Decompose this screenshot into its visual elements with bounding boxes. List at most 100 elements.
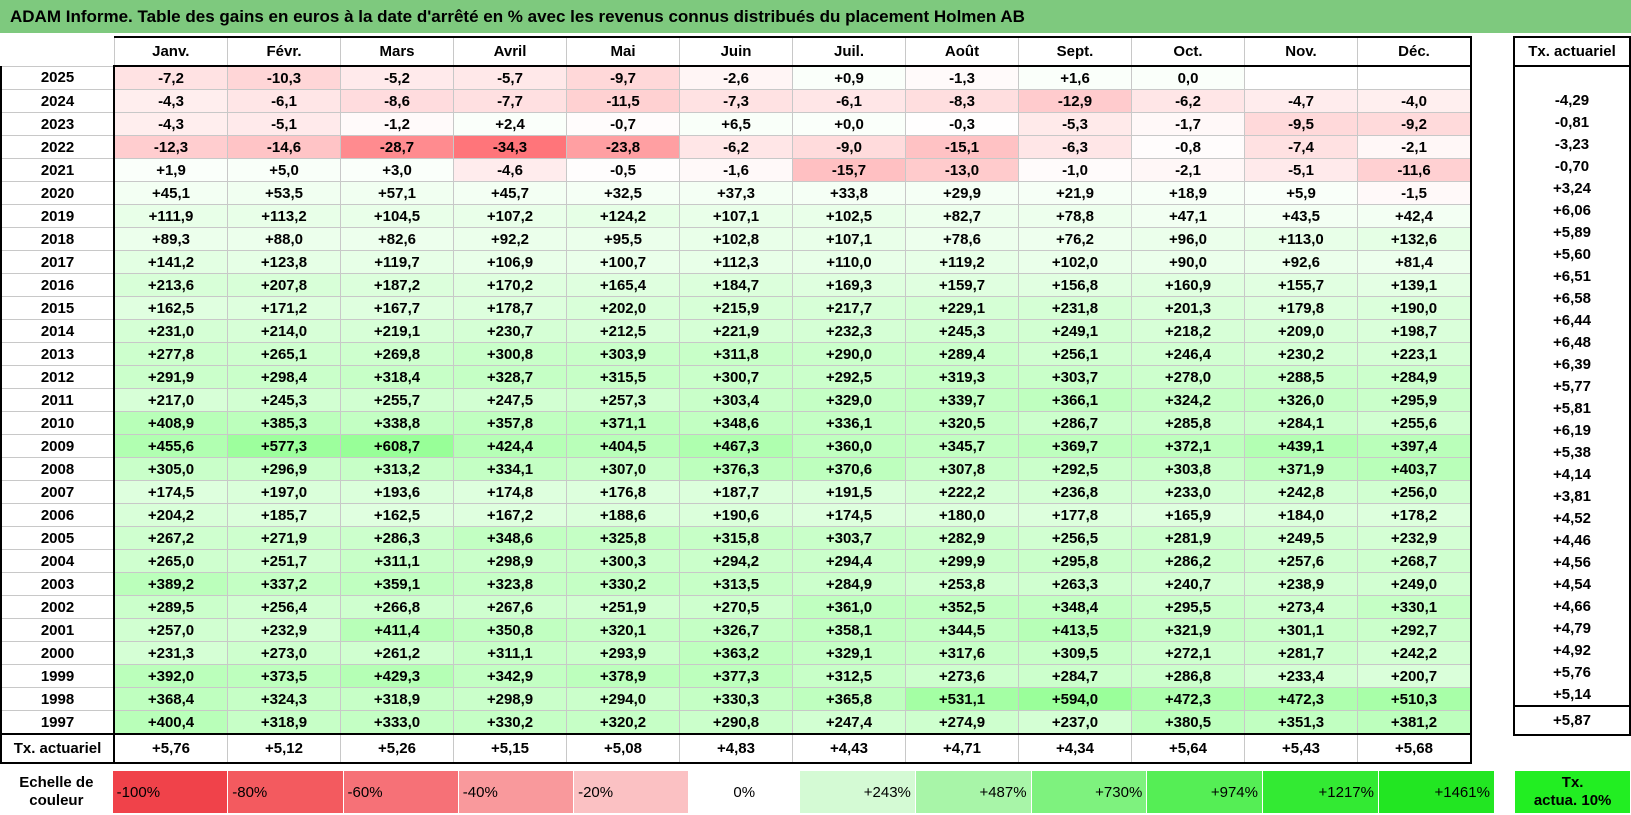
year-cell: 2008 [0, 457, 115, 481]
rate-cell: +6,48 [1513, 331, 1631, 353]
value-cell: +102,8 [679, 227, 793, 251]
actuarial-swatch-line: Tx. [1561, 774, 1584, 791]
value-cell: -8,6 [340, 89, 454, 113]
value-cell: +113,0 [1244, 227, 1358, 251]
value-cell: +170,2 [453, 273, 567, 297]
footer-label: Tx. actuariel [0, 733, 115, 764]
value-cell: +221,9 [679, 319, 793, 343]
value-cell: -4,3 [113, 89, 228, 113]
year-cell: 2010 [0, 411, 115, 435]
scale-swatch: -80% [227, 770, 344, 814]
scale-swatch: -60% [342, 770, 459, 814]
value-cell: +397,4 [1357, 434, 1472, 458]
value-cell: +53,5 [227, 181, 341, 205]
value-cell: +47,1 [1131, 204, 1245, 228]
value-cell: +270,5 [679, 595, 793, 619]
gains-table: Janv. Févr. Mars Avril Mai Juin Juil. Août Sept.… [0, 36, 1472, 764]
value-cell: +380,5 [1131, 710, 1245, 735]
year-cell: 1997 [0, 710, 115, 735]
value-cell: -5,3 [1018, 112, 1132, 136]
value-cell: +249,0 [1357, 572, 1472, 596]
value-cell: +323,8 [453, 572, 567, 596]
value-cell: +197,0 [227, 480, 341, 504]
value-cell: -1,7 [1131, 112, 1245, 136]
rate-row: +5,38 [1513, 441, 1631, 463]
rate-cell: +5,38 [1513, 441, 1631, 463]
value-cell: +326,0 [1244, 388, 1358, 412]
table-row: 2007 +174,5 +197,0 +193,6 +174,8 +176,8 +187,7… [0, 480, 1472, 504]
value-cell: +361,0 [792, 595, 906, 619]
value-cell: +6,5 [679, 112, 793, 136]
rate-footer-row: +5,87 [1513, 705, 1631, 736]
value-cell: -4,7 [1244, 89, 1358, 113]
value-cell: -5,7 [453, 65, 567, 90]
value-cell: +231,0 [113, 319, 228, 343]
value-cell: +257,3 [566, 388, 680, 412]
footer-value: +4,71 [905, 733, 1019, 764]
value-cell: -2,1 [1131, 158, 1245, 182]
value-cell: +156,8 [1018, 273, 1132, 297]
value-cell: +289,5 [113, 595, 228, 619]
year-cell: 2004 [0, 549, 115, 573]
rate-row: +6,48 [1513, 331, 1631, 353]
value-cell: +261,2 [340, 641, 454, 665]
value-cell: +348,6 [679, 411, 793, 435]
value-cell: +273,0 [227, 641, 341, 665]
value-cell: +320,5 [905, 411, 1019, 435]
footer-value: +5,15 [453, 733, 567, 764]
value-cell: +160,9 [1131, 273, 1245, 297]
table-row: 2000 +231,3 +273,0 +261,2 +311,1 +293,9 +363,2… [0, 641, 1472, 665]
rate-header-row: Tx. actuariel [1513, 36, 1631, 67]
value-cell: +242,2 [1357, 641, 1472, 665]
scale-label: Echelle de couleur [0, 770, 113, 814]
value-cell: -0,5 [566, 158, 680, 182]
table-row: 2008 +305,0 +296,9 +313,2 +334,1 +307,0 +376,3… [0, 457, 1472, 481]
rate-cell: +6,39 [1513, 353, 1631, 375]
value-cell: +198,7 [1357, 319, 1472, 343]
corner-cell [1, 37, 114, 66]
value-cell: +320,2 [566, 710, 680, 735]
value-cell: +291,9 [113, 365, 228, 389]
value-cell: +300,8 [453, 342, 567, 366]
value-cell: +357,8 [453, 411, 567, 435]
value-cell: +345,7 [905, 434, 1019, 458]
month-header: Févr. [227, 36, 341, 67]
value-cell: +321,9 [1131, 618, 1245, 642]
value-cell: +309,5 [1018, 641, 1132, 665]
value-cell: +111,9 [113, 204, 228, 228]
value-cell: +337,2 [227, 572, 341, 596]
value-cell: +594,0 [1018, 687, 1132, 711]
value-cell: +301,1 [1244, 618, 1358, 642]
scale-swatch: -20% [573, 770, 690, 814]
value-cell: +201,3 [1131, 296, 1245, 320]
year-cell: 2012 [0, 365, 115, 389]
value-cell: +330,1 [1357, 595, 1472, 619]
value-cell: +319,3 [905, 365, 1019, 389]
value-cell: +1,9 [113, 158, 228, 182]
value-cell: +233,4 [1244, 664, 1358, 688]
rate-row: +5,60 [1513, 243, 1631, 265]
value-cell: +174,5 [792, 503, 906, 527]
table-row: 2021 +1,9 +5,0 +3,0 -4,6 -0,5 -1,6 -15,7 -13,0 -1… [0, 158, 1472, 182]
value-cell: +255,7 [340, 388, 454, 412]
value-cell: -8,3 [905, 89, 1019, 113]
value-cell: +251,9 [566, 595, 680, 619]
year-cell: 1999 [0, 664, 115, 688]
value-cell: -0,8 [1131, 135, 1245, 159]
value-cell: +179,8 [1244, 296, 1358, 320]
value-cell: +510,3 [1357, 687, 1472, 711]
value-cell: +92,6 [1244, 250, 1358, 274]
value-cell: +232,9 [227, 618, 341, 642]
month-header: Août [905, 36, 1019, 67]
value-cell: +286,8 [1131, 664, 1245, 688]
value-cell: +222,2 [905, 480, 1019, 504]
rate-row: -4,29 [1513, 89, 1631, 111]
rate-row: +6,58 [1513, 287, 1631, 309]
rate-cell: +4,14 [1513, 463, 1631, 485]
rate-row: +4,56 [1513, 551, 1631, 573]
value-cell: +439,1 [1244, 434, 1358, 458]
value-cell: +352,5 [905, 595, 1019, 619]
value-cell: +113,2 [227, 204, 341, 228]
rate-cell: +6,06 [1513, 199, 1631, 221]
value-cell: +365,8 [792, 687, 906, 711]
